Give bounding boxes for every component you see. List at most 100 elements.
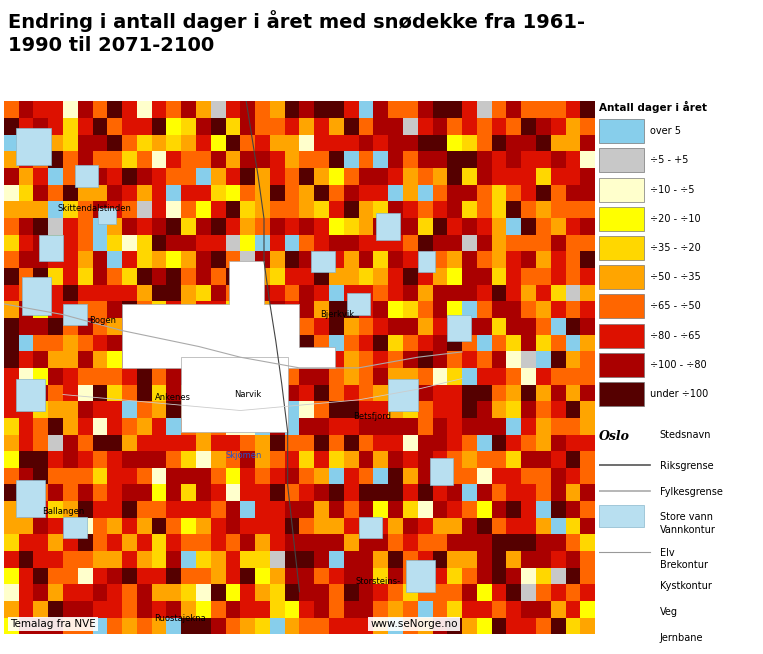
Bar [344,518,359,534]
Bar [521,168,536,184]
Bar [418,151,433,168]
Bar [166,284,182,301]
Bar [344,451,359,468]
Bar [299,318,314,335]
Bar [285,235,299,251]
Bar [166,585,182,601]
Bar [18,184,34,201]
Bar [108,385,122,401]
Bar [373,568,388,585]
Bar [34,184,48,201]
Bar [152,135,166,151]
Bar [373,618,388,634]
Bar [285,351,299,368]
Bar [255,201,270,218]
Bar [255,568,270,585]
Bar [226,451,240,468]
Bar [211,434,226,451]
Bar [152,301,166,318]
Bar [63,301,78,318]
Bar [270,251,285,268]
Bar [565,151,581,168]
Bar [34,301,48,318]
Bar [182,335,196,351]
Bar [182,218,196,235]
Bar [359,351,373,368]
Bar [63,335,78,351]
Bar [240,335,255,351]
Bar [240,601,255,618]
Bar [4,135,18,151]
Bar [344,301,359,318]
Bar [551,585,565,601]
Bar [78,368,92,385]
Bar [477,385,491,401]
Bar [285,335,299,351]
Bar [447,368,462,385]
Bar [122,268,137,284]
Bar [491,301,507,318]
Bar [433,201,447,218]
Bar [418,385,433,401]
Bar [507,585,521,601]
Bar [48,385,63,401]
Bar [314,301,329,318]
Bar [48,368,63,385]
Bar [78,418,92,434]
Bar [34,351,48,368]
Bar [270,218,285,235]
Bar [4,534,18,551]
Bar [359,151,373,168]
Bar [314,618,329,634]
Bar [491,184,507,201]
Bar [4,434,18,451]
Bar [329,151,344,168]
Bar [344,268,359,284]
Bar [34,568,48,585]
Bar [196,418,211,434]
Bar [447,251,462,268]
Bar [211,351,226,368]
Bar [418,501,433,518]
Bar [462,151,477,168]
Bar [491,618,507,634]
Bar [536,568,551,585]
Bar [581,585,595,601]
Bar [462,551,477,568]
Bar [122,601,137,618]
Bar [388,101,403,118]
Bar [373,368,388,385]
Bar [182,235,196,251]
Bar [551,301,565,318]
Bar [166,468,182,485]
Bar [507,318,521,335]
Bar [373,501,388,518]
Bar [581,335,595,351]
Bar [270,618,285,634]
Bar [4,451,18,468]
Bar [299,301,314,318]
Bar [196,118,211,135]
Bar [196,518,211,534]
Bar [447,518,462,534]
Bar [226,118,240,135]
Bar [285,101,299,118]
Bar [48,218,63,235]
Bar [255,284,270,301]
Bar [18,501,34,518]
Bar [152,251,166,268]
Bar [359,218,373,235]
Bar [581,351,595,368]
Bar [226,518,240,534]
Bar [551,534,565,551]
Bar [78,585,92,601]
Bar [270,568,285,585]
Bar [551,151,565,168]
Bar [403,434,418,451]
Bar [491,218,507,235]
Bar [34,218,48,235]
Bar [329,218,344,235]
Bar [48,201,63,218]
Bar [329,468,344,485]
Bar [462,485,477,501]
